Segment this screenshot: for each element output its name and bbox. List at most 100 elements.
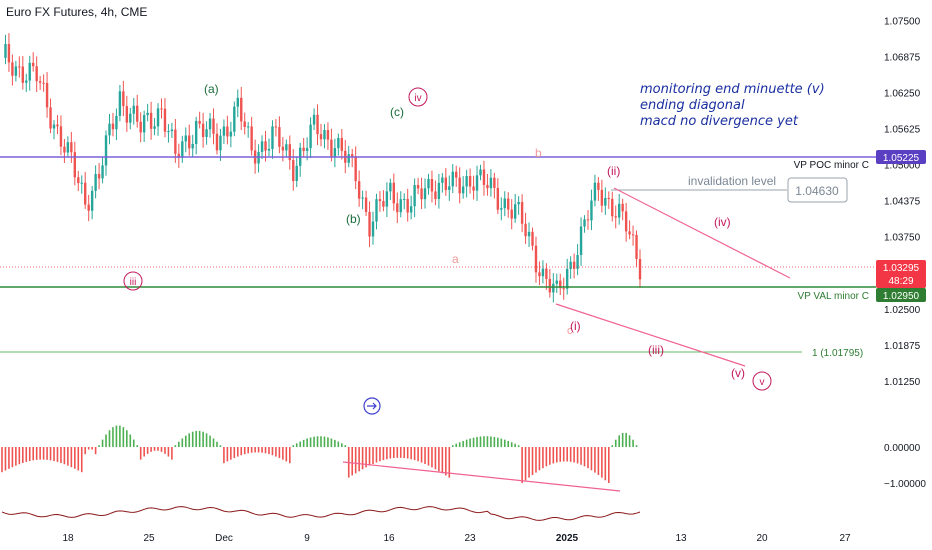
candle-body [201, 123, 205, 137]
price-axis-tick: 1.05000 [884, 161, 921, 172]
candle-body [621, 203, 624, 212]
candle-body [167, 131, 170, 133]
price-axis-tick: 1.03750 [884, 233, 921, 244]
candle-body [441, 177, 444, 183]
candle-body [160, 108, 163, 110]
time-axis-tick: 18 [62, 533, 74, 544]
macd-trendline[interactable] [342, 461, 621, 492]
candle-body [340, 137, 344, 151]
candle-body [125, 106, 129, 123]
current-price-tag-text: 1.03295 [883, 263, 920, 274]
oscillator-line [1, 506, 641, 521]
candle-body [122, 91, 125, 107]
candle-body [479, 169, 482, 176]
candle-body [468, 175, 472, 187]
candle-body [153, 126, 156, 129]
candle-body [403, 199, 406, 201]
candle-body [264, 141, 267, 151]
candle-body [174, 129, 177, 154]
candle-body [267, 148, 271, 151]
upper-trendline[interactable] [613, 187, 791, 279]
invalidation-label: invalidation level [688, 174, 776, 188]
candle-body [115, 115, 118, 130]
comment-line-2: ending diagonal [640, 98, 745, 113]
time-axis-tick: 25 [143, 533, 155, 544]
candlestick-series [4, 33, 642, 303]
candle-body [364, 197, 368, 212]
candle-body [49, 107, 52, 129]
wave-b-top: (b) [346, 212, 361, 226]
candle-body [45, 82, 49, 108]
candle-body [590, 200, 593, 221]
candle-body [520, 201, 524, 224]
candle-body [396, 203, 399, 213]
candle-body [139, 121, 142, 133]
candle-body [305, 148, 309, 151]
candle-body [208, 118, 212, 130]
candle-body [129, 113, 132, 123]
wave-c-red: c [567, 325, 573, 337]
candle-body [194, 120, 198, 144]
candle-body [534, 245, 538, 273]
comment-line-3: macd no divergence yet [640, 114, 798, 129]
candle-body [84, 182, 87, 205]
candle-body [500, 208, 503, 210]
macd-axis: 0.00000 −1.00000 [884, 443, 926, 490]
candle-body [191, 143, 194, 149]
lower-trendline[interactable] [555, 303, 746, 367]
candle-body [184, 135, 187, 142]
time-axis-tick: 20 [756, 533, 768, 544]
candle-body [63, 146, 66, 153]
price-axis-tick: 1.07500 [884, 16, 921, 27]
candle-body [361, 197, 364, 199]
candle-body [319, 134, 323, 140]
wave-b-red: b [535, 146, 542, 160]
candle-body [326, 130, 330, 140]
candle-body [496, 187, 500, 210]
candle-body [524, 223, 527, 237]
wave-iv-circle [408, 87, 428, 107]
candle-body [222, 126, 226, 136]
candle-body [285, 144, 288, 151]
candle-body [101, 165, 104, 179]
candle-body [38, 81, 42, 83]
invalidation-value: 1.04630 [795, 184, 839, 198]
candle-body [611, 198, 614, 217]
candle-body [66, 142, 70, 153]
val-price-tag-text: 1.02950 [883, 291, 920, 302]
candle-body [420, 188, 423, 200]
candle-body [507, 198, 510, 210]
candle-body [489, 177, 493, 189]
candle-body [572, 261, 576, 269]
current-price-tag [876, 260, 926, 288]
candle-body [146, 112, 149, 116]
candle-body [243, 121, 246, 127]
price-axis-tick: 1.01250 [884, 377, 921, 388]
candle-body [4, 44, 7, 58]
candle-body [465, 175, 468, 187]
price-axis-tick: 1.06250 [884, 89, 921, 100]
poc-price-tag-text: 1.05225 [883, 153, 920, 164]
candle-body [562, 288, 565, 290]
candle-body [593, 182, 597, 201]
candle-body [597, 182, 600, 190]
candle-body [149, 112, 153, 129]
price-axis[interactable]: 1.07500 1.06875 1.06250 1.05625 1.05000 1.043… [884, 16, 921, 388]
macd-histogram [1, 425, 638, 483]
wave-i: (i) [570, 319, 581, 333]
candle-body [111, 123, 115, 130]
time-axis[interactable]: 18 25 Dec 9 16 23 2025 13 20 27 [62, 533, 851, 544]
candle-body [541, 268, 545, 277]
candle-body [288, 144, 291, 161]
candle-body [399, 199, 402, 213]
candle-body [569, 261, 572, 269]
candle-body [87, 204, 90, 211]
candle-body [458, 177, 461, 194]
candle-body [586, 219, 590, 221]
time-axis-tick: 16 [383, 533, 395, 544]
bar-countdown: 48:29 [888, 276, 913, 287]
candle-body [486, 184, 489, 189]
candle-body [312, 114, 316, 125]
candle-body [198, 120, 201, 124]
